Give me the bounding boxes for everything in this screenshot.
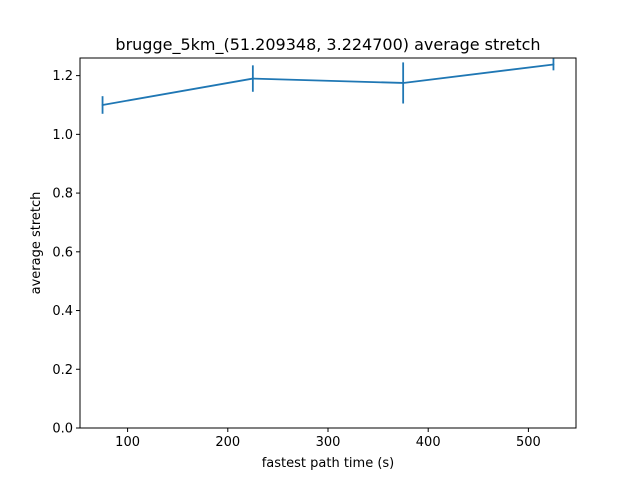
x-tick-label: 300 bbox=[316, 435, 341, 450]
y-axis: 0.0 0.2 0.4 0.6 0.8 1.0 1.2 bbox=[52, 69, 80, 437]
x-tick-label: 400 bbox=[416, 435, 441, 450]
y-tick-label: 1.2 bbox=[52, 69, 73, 84]
data-point bbox=[402, 82, 405, 84]
y-axis-label: average stretch bbox=[29, 192, 44, 295]
data-point bbox=[552, 63, 555, 66]
y-tick-label: 0.6 bbox=[52, 245, 73, 260]
x-axis-label: fastest path time (s) bbox=[262, 456, 395, 471]
y-tick-label: 0.8 bbox=[52, 187, 73, 202]
data-point bbox=[101, 104, 104, 106]
plot-marks bbox=[101, 58, 555, 114]
x-tick-label: 500 bbox=[516, 435, 541, 450]
y-tick-label: 1.0 bbox=[52, 128, 73, 143]
data-point bbox=[251, 77, 254, 80]
x-tick-label: 100 bbox=[115, 435, 140, 450]
x-axis: 100 200 300 400 500 bbox=[115, 428, 541, 450]
x-tick-label: 200 bbox=[215, 435, 240, 450]
y-tick-label: 0.2 bbox=[52, 363, 73, 378]
y-tick-label: 0.0 bbox=[52, 422, 73, 437]
series-line bbox=[102, 63, 554, 106]
chart-title: brugge_5km_(51.209348, 3.224700) average… bbox=[115, 35, 540, 55]
y-tick-label: 0.4 bbox=[52, 304, 73, 319]
